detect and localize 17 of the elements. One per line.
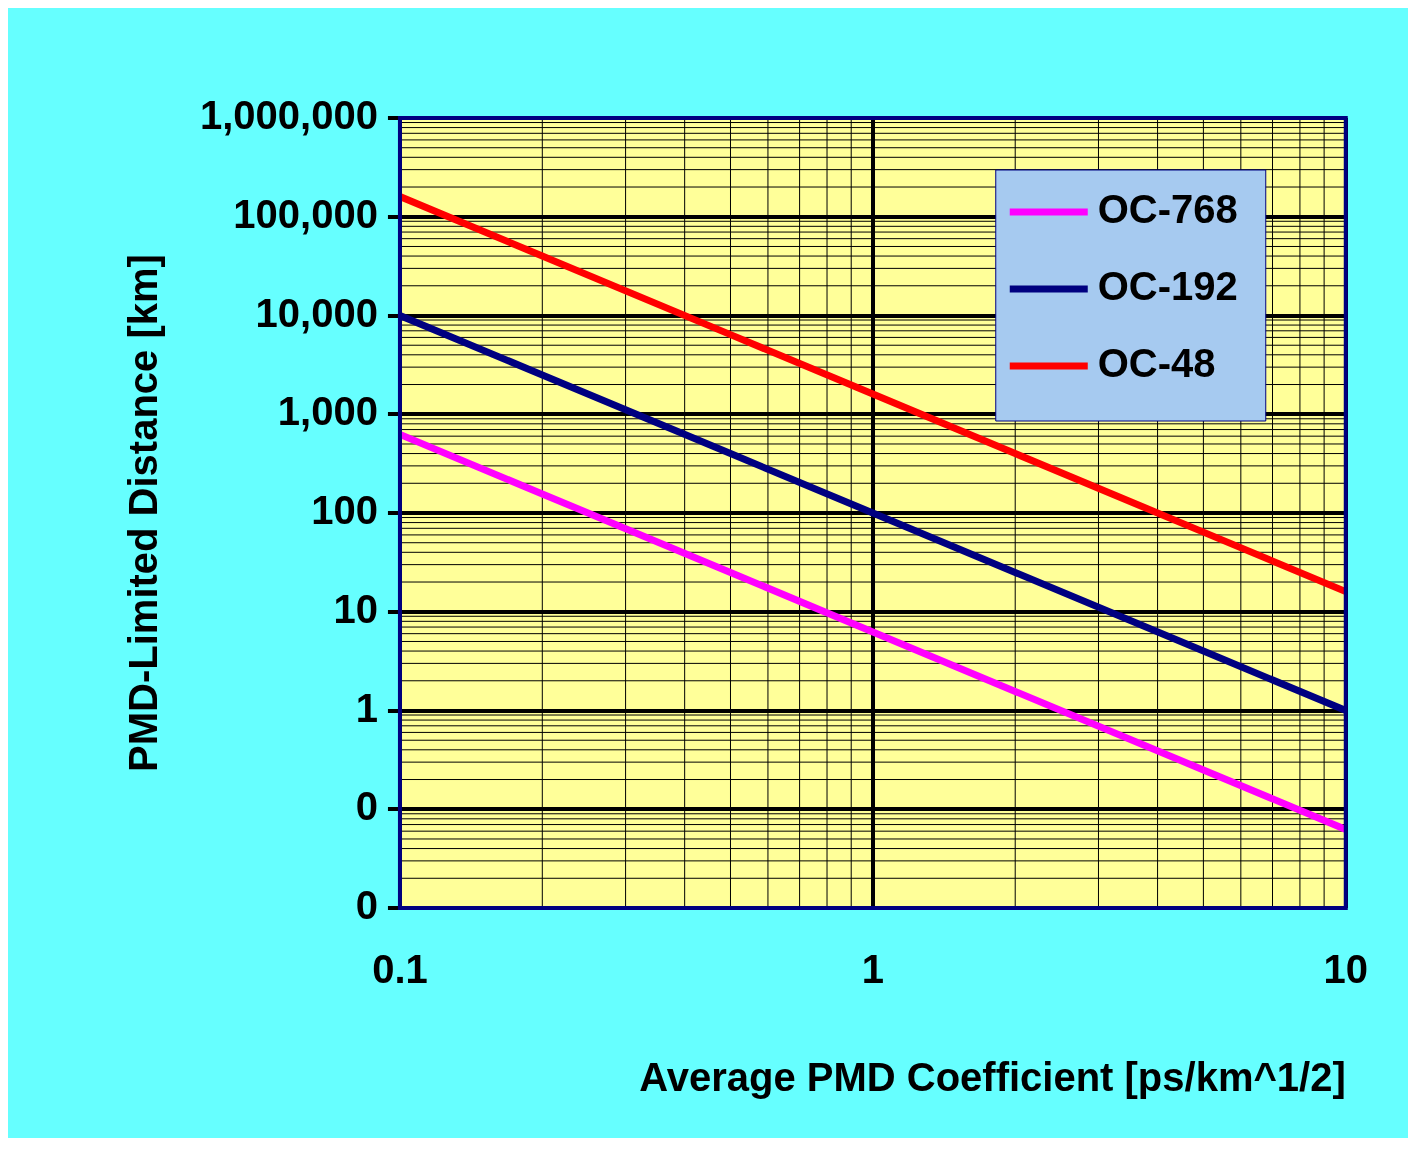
y-tick-label: 0 — [355, 883, 378, 928]
y-tick-label: 10 — [333, 586, 378, 631]
legend-label: OC-192 — [1097, 264, 1238, 309]
x-tick-label: 10 — [1323, 947, 1368, 992]
x-axis-title: Average PMD Coefficient [ps/km^1/2] — [639, 1055, 1346, 1100]
x-tick-label: 0.1 — [372, 947, 428, 992]
y-tick-label: 100,000 — [233, 191, 378, 236]
x-tick-label: 1 — [861, 947, 884, 992]
y-tick-label: 1,000 — [277, 389, 378, 434]
legend-label: OC-48 — [1097, 341, 1216, 386]
y-tick-label: 1,000,000 — [200, 93, 378, 138]
y-tick-label: 100 — [311, 488, 378, 533]
y-tick-label: 1 — [355, 685, 378, 730]
y-axis-title: PMD-Limited Distance [km] — [121, 254, 166, 772]
legend-label: OC-768 — [1097, 187, 1238, 232]
y-tick-label: 0 — [355, 784, 378, 829]
y-tick-label: 10,000 — [255, 290, 378, 335]
